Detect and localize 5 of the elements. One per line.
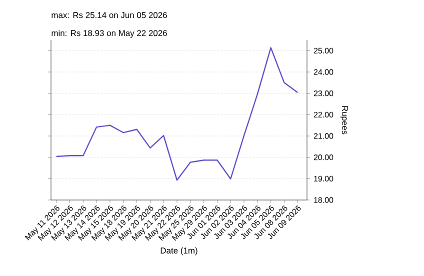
line-series bbox=[56, 47, 298, 181]
y-axis-title: Rupees bbox=[340, 106, 348, 134]
chart-subtitle: min: Rs 18.93 on May 22 2026 bbox=[52, 30, 167, 38]
chart-title: max: Rs 25.14 on Jun 05 2026 bbox=[52, 12, 167, 18]
x-axis-title: Date (1m) bbox=[160, 247, 198, 256]
